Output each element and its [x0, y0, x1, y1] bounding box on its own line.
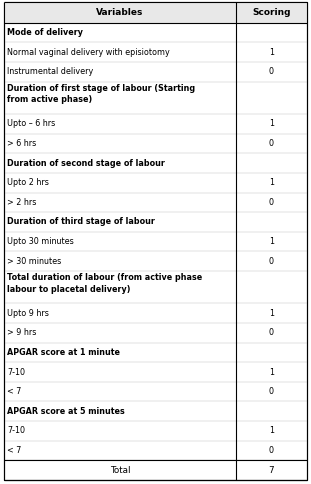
Text: 1: 1	[269, 426, 274, 436]
Text: 1: 1	[269, 120, 274, 128]
Text: 0: 0	[269, 139, 274, 148]
Text: APGAR score at 5 minutes: APGAR score at 5 minutes	[7, 407, 125, 416]
Text: Upto 9 hrs: Upto 9 hrs	[7, 309, 49, 318]
Text: 0: 0	[269, 67, 274, 76]
Text: Total: Total	[110, 466, 130, 475]
Text: Duration of third stage of labour: Duration of third stage of labour	[7, 217, 155, 227]
Text: > 30 minutes: > 30 minutes	[7, 257, 61, 266]
Text: 0: 0	[269, 257, 274, 266]
Text: 1: 1	[269, 309, 274, 318]
Text: Normal vaginal delivery with episiotomy: Normal vaginal delivery with episiotomy	[7, 48, 170, 57]
Bar	[4, 2, 307, 23]
Text: Scoring: Scoring	[252, 8, 291, 17]
Text: 1: 1	[269, 48, 274, 57]
Text: Duration of first stage of labour (Starting
from active phase): Duration of first stage of labour (Start…	[7, 84, 195, 105]
Text: Duration of second stage of labour: Duration of second stage of labour	[7, 159, 165, 167]
Text: 0: 0	[269, 198, 274, 207]
Text: Instrumental delivery: Instrumental delivery	[7, 67, 93, 76]
Text: > 6 hrs: > 6 hrs	[7, 139, 36, 148]
Text: Upto 2 hrs: Upto 2 hrs	[7, 178, 49, 187]
Text: APGAR score at 1 minute: APGAR score at 1 minute	[7, 348, 120, 357]
Text: 7-10: 7-10	[7, 426, 25, 436]
Text: 0: 0	[269, 446, 274, 455]
Text: > 9 hrs: > 9 hrs	[7, 328, 36, 337]
Text: 1: 1	[269, 237, 274, 246]
Text: Total duration of labour (from active phase
labour to placetal delivery): Total duration of labour (from active ph…	[7, 273, 202, 294]
Text: 7: 7	[269, 466, 274, 475]
Text: Variables: Variables	[96, 8, 144, 17]
Text: Mode of delivery: Mode of delivery	[7, 28, 83, 37]
Text: Upto 30 minutes: Upto 30 minutes	[7, 237, 74, 246]
Text: 0: 0	[269, 328, 274, 337]
Text: 0: 0	[269, 387, 274, 396]
Text: 1: 1	[269, 178, 274, 187]
Text: 1: 1	[269, 367, 274, 377]
Text: > 2 hrs: > 2 hrs	[7, 198, 36, 207]
Text: Upto – 6 hrs: Upto – 6 hrs	[7, 120, 55, 128]
Text: 7-10: 7-10	[7, 367, 25, 377]
Text: < 7: < 7	[7, 446, 21, 455]
Text: < 7: < 7	[7, 387, 21, 396]
